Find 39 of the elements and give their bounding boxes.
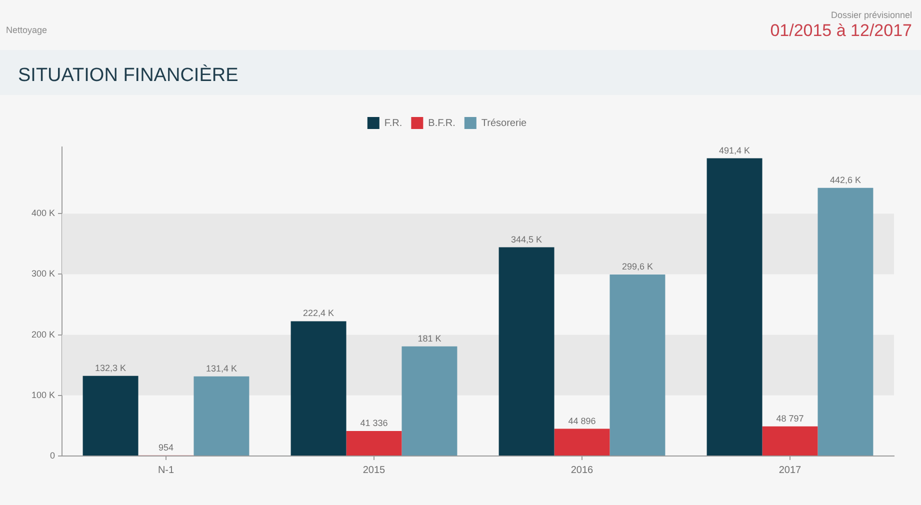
y-tick-label: 200 K	[31, 329, 55, 340]
bar	[498, 247, 554, 456]
data-label: 131,4 K	[206, 363, 237, 374]
x-tick-label: 2017	[778, 464, 802, 476]
bar	[706, 158, 762, 456]
text: 01/2015 à 12/2017	[770, 21, 912, 41]
bar	[818, 188, 874, 456]
bar	[762, 426, 818, 456]
data-label: 44 896	[568, 416, 596, 426]
data-label: 442,6 K	[830, 174, 861, 185]
chart-title: SITUATION FINANCIÈRE	[18, 64, 238, 88]
legend-label: Trésorerie	[481, 118, 528, 129]
data-label: 132,3 K	[95, 362, 126, 373]
data-label: 299,6 K	[622, 261, 653, 272]
y-tick-label: 100 K	[31, 390, 55, 400]
y-tick-label: 400 K	[31, 208, 55, 218]
y-tick-label: 0	[50, 450, 55, 460]
bar	[82, 376, 138, 456]
x-tick-label: 2015	[362, 464, 386, 476]
data-label: 344,5 K	[511, 234, 542, 244]
bar	[554, 428, 610, 456]
bar	[194, 376, 250, 456]
bar	[346, 430, 402, 456]
bar	[610, 274, 666, 456]
data-label: 491,4 K	[719, 145, 750, 156]
data-label: 181 K	[418, 333, 442, 344]
data-label: 41 336	[360, 418, 388, 428]
data-label: 48 797	[776, 413, 804, 424]
bar	[402, 346, 458, 456]
y-tick-label: 300 K	[31, 268, 55, 279]
legend-label: B.F.R.	[428, 118, 456, 129]
text: Dossier prévisionnel	[830, 10, 912, 21]
x-tick-label: N-1	[158, 464, 174, 476]
legend-label: F.R.	[384, 118, 402, 129]
data-label: 222,4 K	[303, 308, 334, 318]
bar	[290, 321, 346, 456]
x-tick-label: 2016	[570, 464, 594, 476]
data-label: 954	[158, 442, 174, 452]
text: Nettoyage	[6, 25, 48, 35]
